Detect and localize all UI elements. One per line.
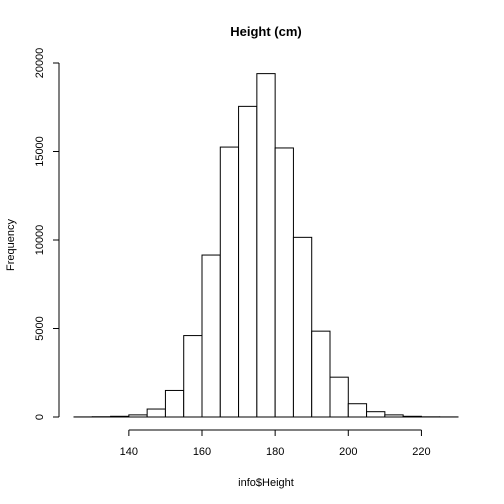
histogram-bar-9 <box>238 105 258 418</box>
x-tick-label-2: 180 <box>266 446 284 458</box>
x-axis-label: info$Height <box>238 477 294 489</box>
histogram-bar-16 <box>366 411 386 418</box>
histogram-bar-11 <box>274 147 294 418</box>
x-tick-label-0: 140 <box>120 446 138 458</box>
histogram-bar-3 <box>128 414 148 418</box>
histogram-bar-17 <box>384 414 404 418</box>
histogram-bar-2 <box>110 415 130 418</box>
x-axis: 140 160 180 200 220 <box>120 429 431 458</box>
histogram-bar-7 <box>201 254 221 418</box>
histogram-bar-10 <box>256 73 276 418</box>
histogram-bar-18 <box>402 415 422 418</box>
y-tick-label-4: 20000 <box>34 48 46 79</box>
y-axis: 0 5000 10000 15000 20000 <box>34 48 60 420</box>
histogram-bar-12 <box>292 236 313 418</box>
x-tick-label-4: 220 <box>412 446 430 458</box>
y-axis-label: Frequency <box>5 219 17 271</box>
histogram-bar-5 <box>164 389 185 418</box>
y-tick-label-2: 10000 <box>34 225 46 256</box>
histogram-bar-15 <box>347 403 368 418</box>
x-tick-label-1: 160 <box>193 446 211 458</box>
chart-title: Height (cm) <box>230 24 302 39</box>
histogram-bar-13 <box>311 330 331 418</box>
bars-group <box>73 73 459 418</box>
y-tick-label-0: 0 <box>34 414 46 420</box>
histogram-bar-14 <box>329 376 349 418</box>
y-tick-label-1: 5000 <box>34 316 46 340</box>
histogram-bar-8 <box>219 146 240 418</box>
histogram-bar-4 <box>146 408 166 418</box>
x-tick-label-3: 200 <box>339 446 357 458</box>
histogram-bar-6 <box>183 335 203 418</box>
y-tick-label-3: 15000 <box>34 136 46 167</box>
